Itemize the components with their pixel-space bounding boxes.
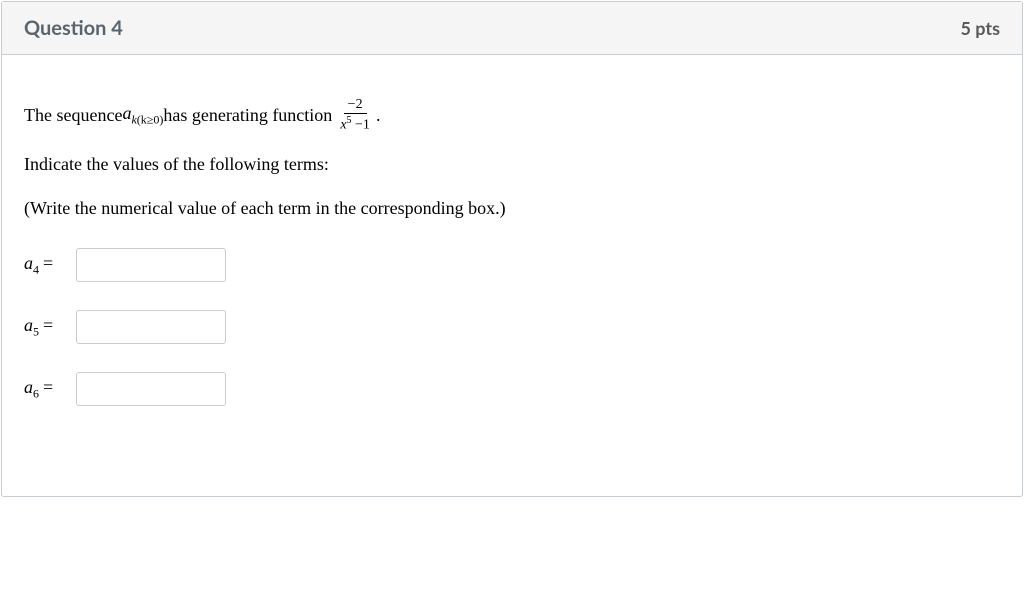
question-points: 5 pts bbox=[960, 17, 1000, 39]
ans-var-1: a bbox=[24, 315, 33, 335]
after-fraction: . bbox=[376, 104, 381, 127]
answer-label-a4: a4 = bbox=[24, 252, 68, 278]
ans-var-0: a bbox=[24, 253, 33, 273]
prompt-line-2: Indicate the values of the following ter… bbox=[24, 153, 1000, 176]
question-card: Question 4 5 pts The sequence ak(k≥0) ha… bbox=[1, 1, 1023, 497]
answer-input-a5[interactable] bbox=[76, 310, 226, 344]
answer-row-a5: a5 = bbox=[24, 310, 1000, 344]
prompt-lead: The sequence bbox=[24, 104, 122, 127]
ans-var-2: a bbox=[24, 377, 33, 397]
question-title: Question 4 bbox=[24, 16, 123, 40]
ans-eq-1: = bbox=[43, 315, 53, 335]
answer-input-a4[interactable] bbox=[76, 248, 226, 282]
ans-idx-1: 5 bbox=[33, 325, 39, 339]
prompt-line-1: The sequence ak(k≥0) has generating func… bbox=[24, 97, 1000, 133]
answer-label-a5: a5 = bbox=[24, 314, 68, 340]
prompt-line-3: (Write the numerical value of each term … bbox=[24, 197, 1000, 220]
den-tail: −1 bbox=[352, 118, 370, 133]
prompt-mid: has generating function bbox=[163, 104, 332, 127]
ans-eq-2: = bbox=[43, 377, 53, 397]
question-header: Question 4 5 pts bbox=[2, 2, 1022, 55]
fraction-denominator: x5 −1 bbox=[336, 114, 374, 133]
answer-input-a6[interactable] bbox=[76, 372, 226, 406]
ans-idx-2: 6 bbox=[33, 387, 39, 401]
fraction-numerator: −2 bbox=[344, 97, 367, 114]
generating-fraction: −2 x5 −1 bbox=[336, 97, 374, 133]
sequence-expression: ak(k≥0) bbox=[122, 102, 163, 128]
answer-row-a4: a4 = bbox=[24, 248, 1000, 282]
ans-eq-0: = bbox=[43, 253, 53, 273]
answer-row-a6: a6 = bbox=[24, 372, 1000, 406]
seq-sub-cond: (k≥0) bbox=[137, 113, 164, 127]
ans-idx-0: 4 bbox=[33, 263, 39, 277]
answer-label-a6: a6 = bbox=[24, 376, 68, 402]
question-body: The sequence ak(k≥0) has generating func… bbox=[2, 55, 1022, 496]
